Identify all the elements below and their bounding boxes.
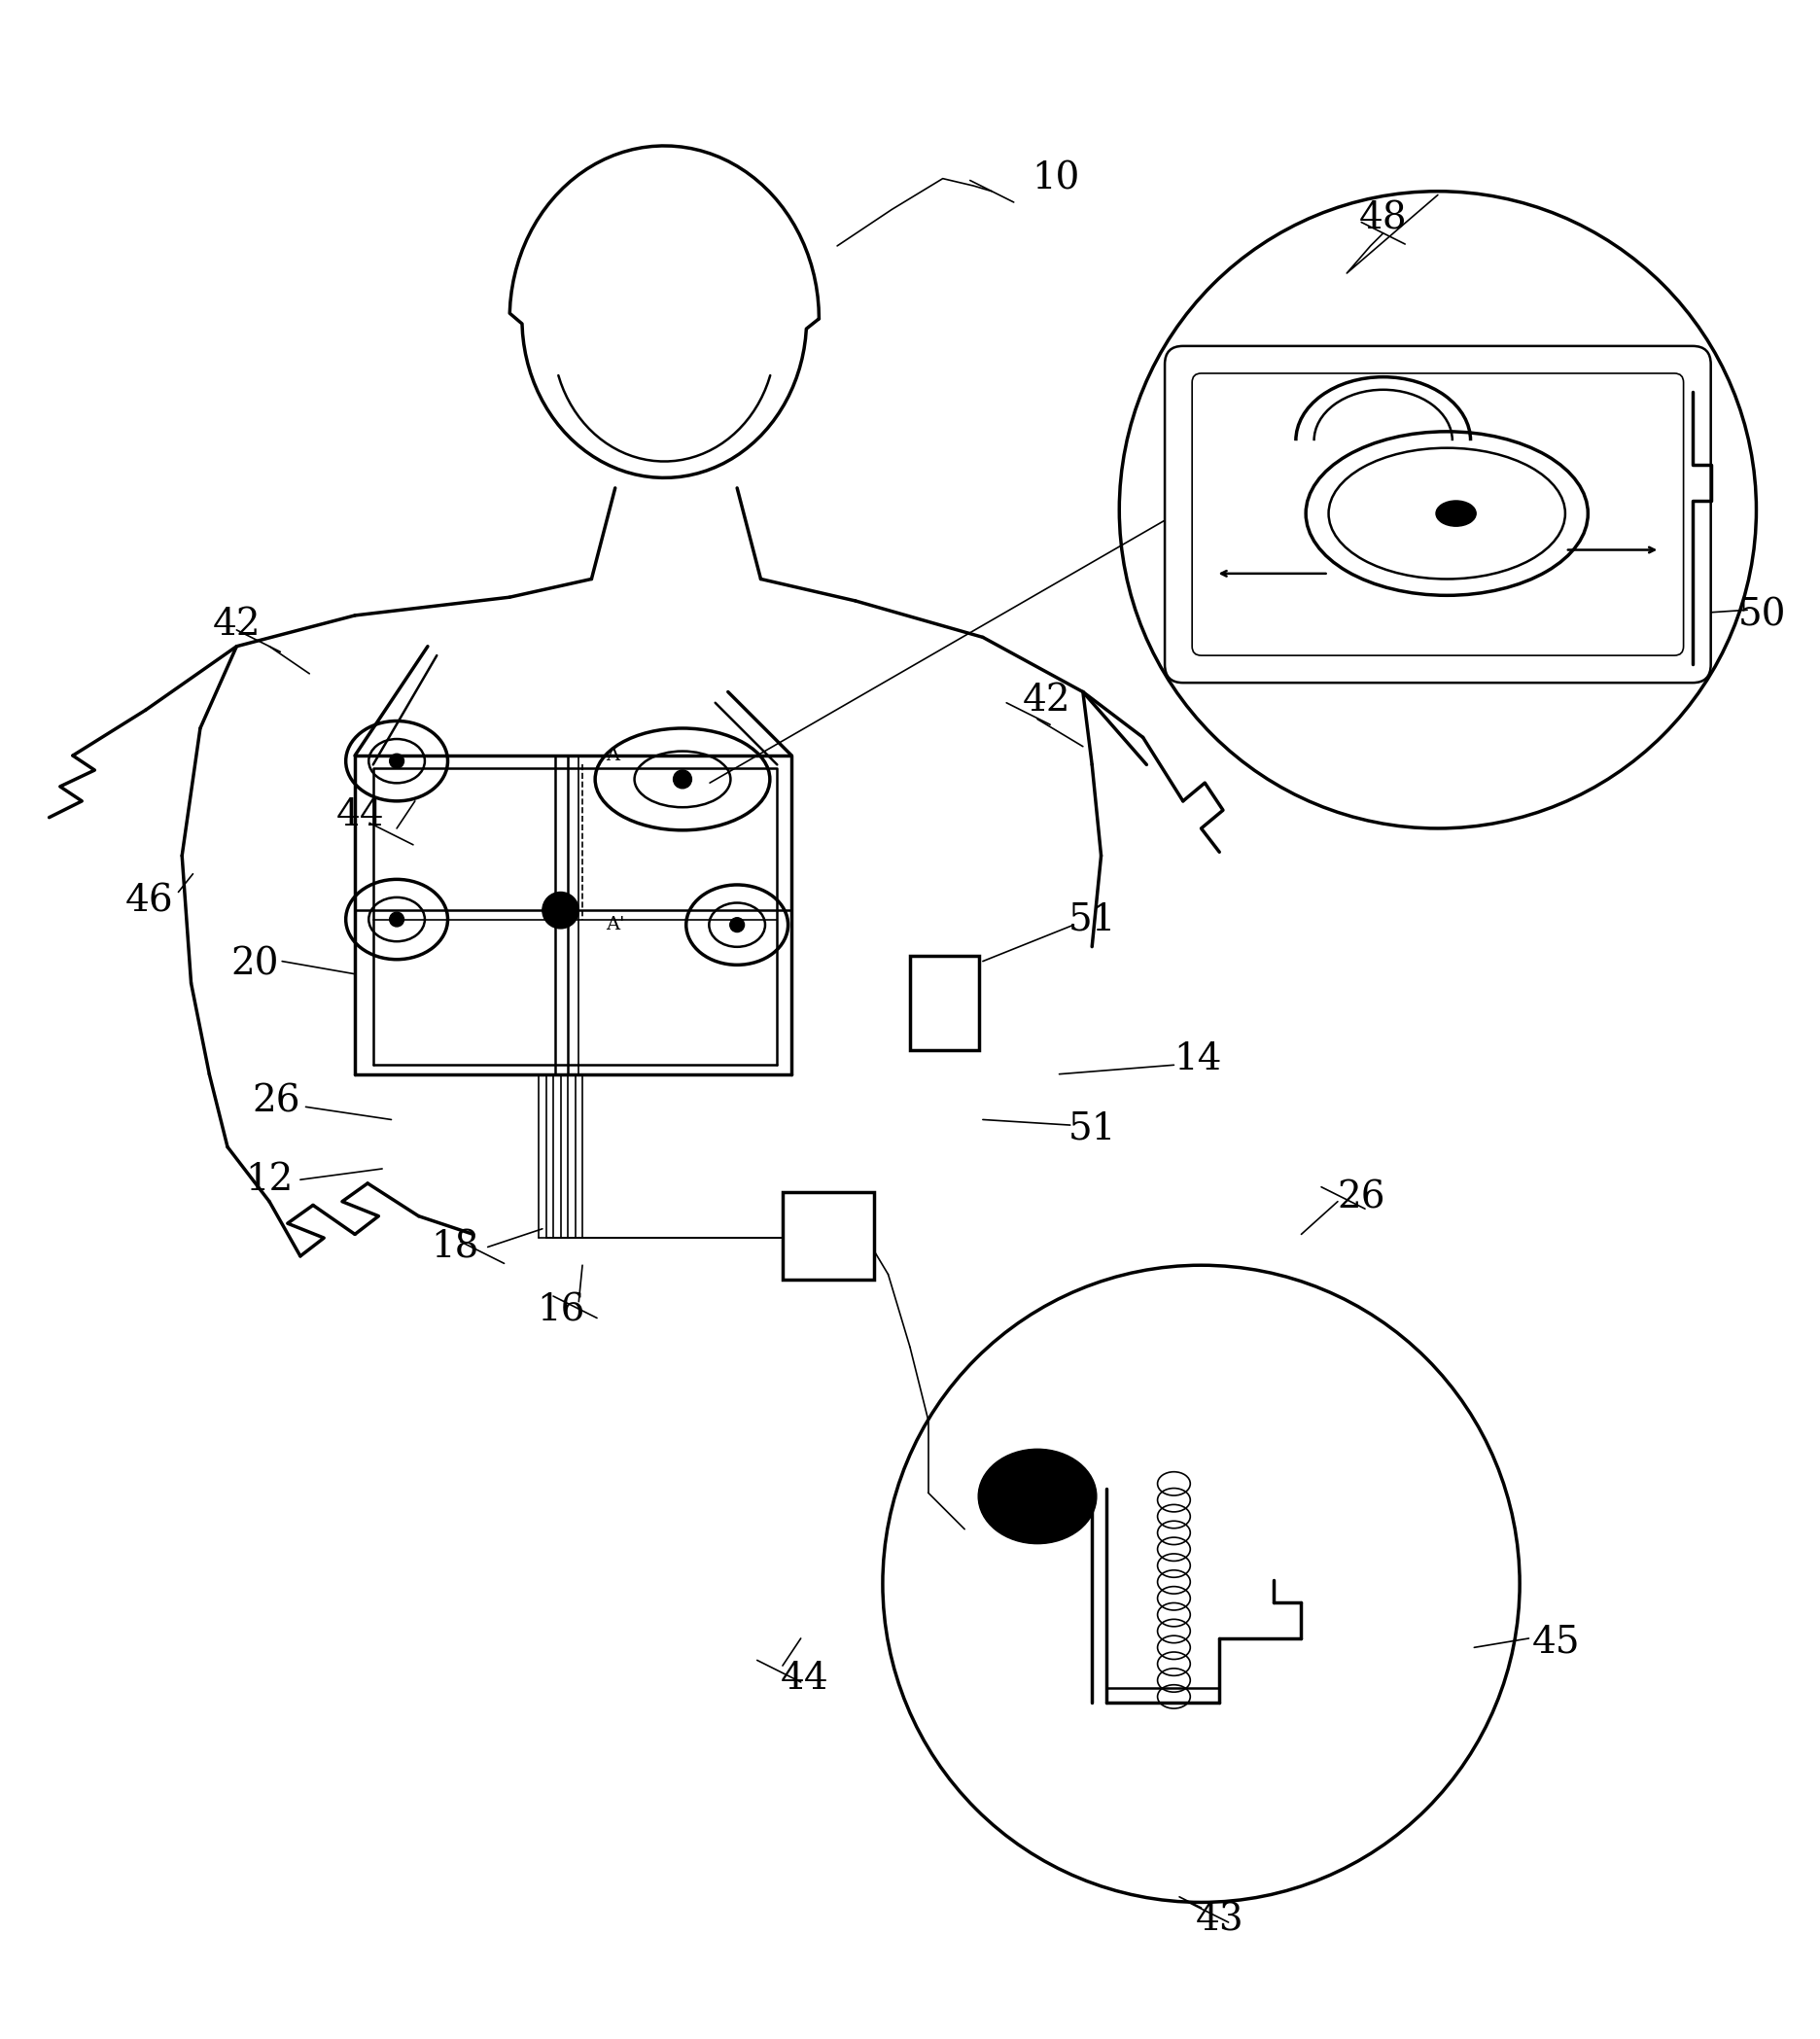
Text: A': A' <box>606 916 624 934</box>
Text: 48: 48 <box>1360 200 1407 237</box>
Text: 43: 43 <box>1196 1902 1243 1939</box>
Bar <box>910 956 979 1050</box>
Text: 42: 42 <box>1023 683 1070 720</box>
Text: 26: 26 <box>253 1083 300 1119</box>
Text: 46: 46 <box>126 883 173 920</box>
Text: A: A <box>606 746 621 765</box>
Circle shape <box>542 893 579 928</box>
Text: 20: 20 <box>231 946 278 983</box>
Text: 44: 44 <box>781 1660 828 1696</box>
Text: 42: 42 <box>213 606 260 642</box>
Text: 51: 51 <box>1068 1111 1116 1146</box>
Circle shape <box>389 754 404 769</box>
Circle shape <box>673 771 692 789</box>
Circle shape <box>389 911 404 926</box>
Text: 18: 18 <box>431 1230 479 1264</box>
Text: 51: 51 <box>1068 901 1116 938</box>
Text: 10: 10 <box>1032 161 1079 196</box>
Bar <box>783 1193 874 1280</box>
Text: 44: 44 <box>337 797 384 834</box>
Text: 50: 50 <box>1738 597 1785 634</box>
Text: 16: 16 <box>537 1293 584 1329</box>
Text: 45: 45 <box>1532 1623 1580 1660</box>
Circle shape <box>730 918 744 932</box>
Ellipse shape <box>977 1450 1096 1544</box>
Text: 26: 26 <box>1338 1181 1385 1215</box>
Ellipse shape <box>1436 502 1476 526</box>
FancyBboxPatch shape <box>1165 347 1711 683</box>
Text: 14: 14 <box>1174 1042 1221 1077</box>
Text: 12: 12 <box>246 1162 293 1197</box>
